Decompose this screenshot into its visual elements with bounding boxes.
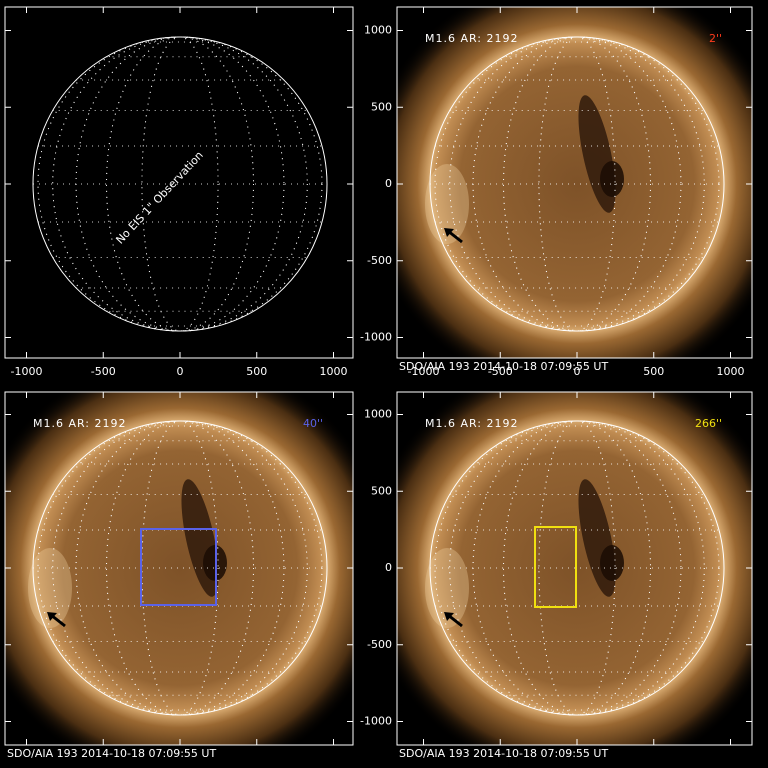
corona <box>397 7 752 358</box>
x-tick-label: 1000 <box>320 365 348 378</box>
frame <box>4 6 354 359</box>
footer: SDO/AIA 193 2014-10-18 07:09:55 UT <box>399 360 608 373</box>
y-tick-label: -1000 <box>360 715 392 728</box>
arrow-head <box>47 612 57 621</box>
grid-longitude <box>434 420 720 716</box>
panel <box>397 7 752 358</box>
grid-longitude <box>141 420 219 716</box>
coronal-hole <box>600 161 624 197</box>
y-tick-label: -1000 <box>360 331 392 344</box>
panel-title: M1.6 AR: 2192 <box>425 417 519 430</box>
grid-longitude <box>434 36 720 332</box>
grid-longitude <box>52 420 308 716</box>
cadence-label: 2'' <box>709 32 722 45</box>
y-tick-label: -500 <box>367 254 392 267</box>
grid-longitude <box>52 36 308 332</box>
footer: SDO/AIA 193 2014-10-18 07:09:55 UT <box>7 747 216 760</box>
grid-longitude <box>449 36 705 332</box>
grid-longitude <box>538 36 616 332</box>
grid-longitude <box>75 36 285 332</box>
grid-longitude <box>75 420 285 716</box>
y-tick-label: 0 <box>385 177 392 190</box>
cadence-label: 266'' <box>695 417 722 430</box>
x-tick-label: -1000 <box>408 365 440 378</box>
x-tick-label: 500 <box>246 365 267 378</box>
x-tick-label: 0 <box>177 365 184 378</box>
x-tick-label: 0 <box>574 365 581 378</box>
y-tick-label: 0 <box>385 561 392 574</box>
arrow-head <box>444 228 454 237</box>
grid-longitude <box>37 420 323 716</box>
y-tick-label: 500 <box>371 100 392 113</box>
grid-longitude <box>37 36 323 332</box>
footer: SDO/AIA 193 2014-10-18 07:09:55 UT <box>399 747 608 760</box>
cadence-label: 40'' <box>303 417 323 430</box>
panel <box>32 36 328 332</box>
grid-longitude <box>106 420 254 716</box>
raster-box <box>534 526 577 608</box>
panel-title: M1.6 AR: 2192 <box>33 417 127 430</box>
raster-box <box>140 528 217 606</box>
corona <box>5 392 353 745</box>
x-tick-label: 1000 <box>717 365 745 378</box>
y-tick-label: 1000 <box>364 408 392 421</box>
grid-longitude <box>472 420 682 716</box>
grid-longitude <box>449 420 705 716</box>
grid-longitude <box>538 420 616 716</box>
y-tick-label: -500 <box>367 638 392 651</box>
grid-longitude <box>503 36 651 332</box>
panel <box>397 392 752 745</box>
frame <box>396 6 753 359</box>
grid-longitude <box>472 36 682 332</box>
panel <box>5 392 353 745</box>
panel-title: M1.6 AR: 2192 <box>425 32 519 45</box>
coronal-hole <box>600 545 624 581</box>
arrow-head <box>444 612 454 621</box>
x-tick-label: -1000 <box>11 365 43 378</box>
y-tick-label: 1000 <box>364 24 392 37</box>
grid-longitude <box>106 36 254 332</box>
grid-longitude <box>503 420 651 716</box>
x-tick-label: -500 <box>91 365 116 378</box>
x-tick-label: 500 <box>643 365 664 378</box>
grid-longitude <box>141 36 219 332</box>
y-tick-label: 500 <box>371 484 392 497</box>
x-tick-label: -500 <box>488 365 513 378</box>
